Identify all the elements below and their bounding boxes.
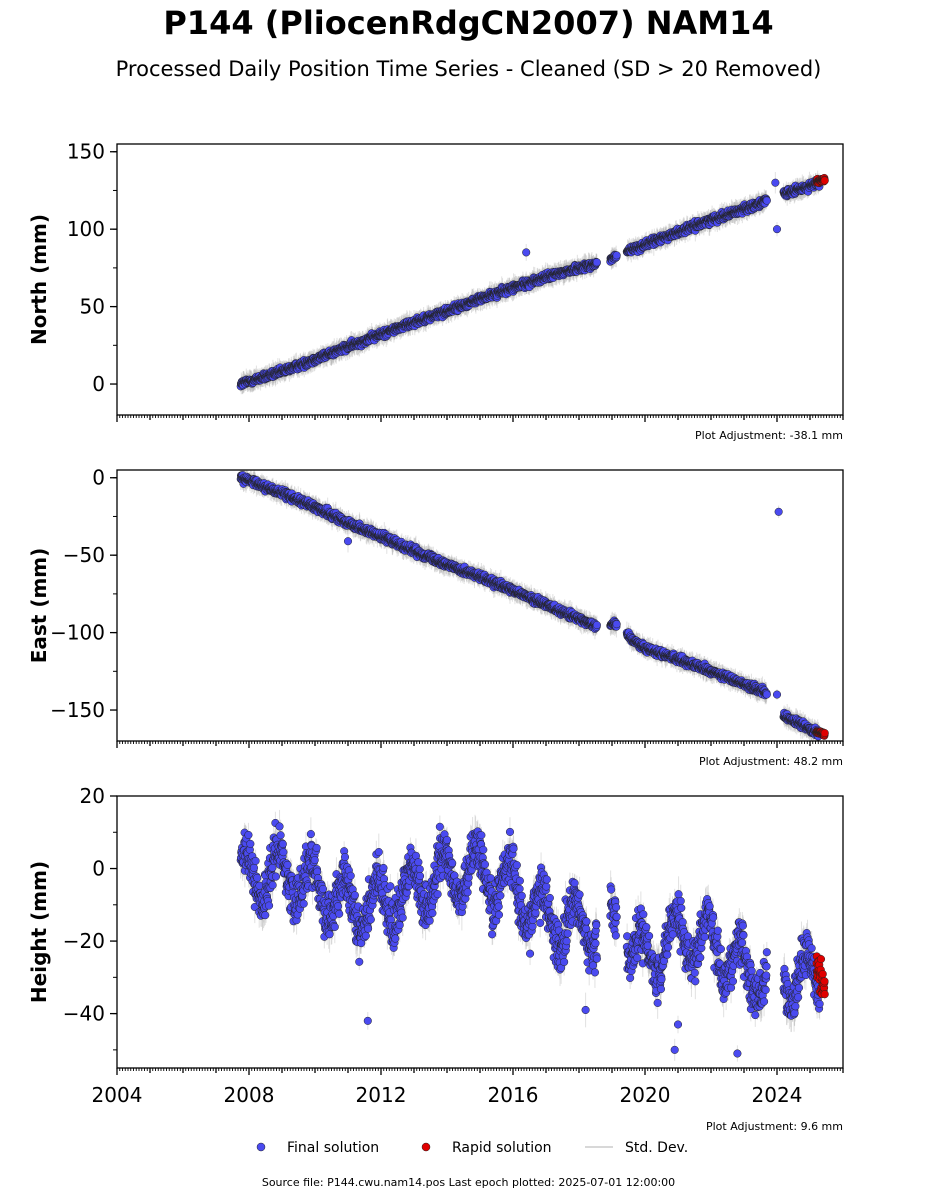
panel-frame — [116, 143, 844, 416]
panel-north: 0 50 100 150 North (mm) Plot Adjustment: -38.… — [27, 140, 844, 442]
final-point — [772, 225, 782, 234]
data-points — [236, 173, 829, 391]
chart-subtitle: Processed Daily Position Time Series - C… — [115, 57, 822, 81]
y-tick-label: 0 — [92, 372, 105, 396]
rapid-point — [820, 176, 829, 185]
y-tick-label: 100 — [67, 217, 105, 241]
final-point — [612, 251, 621, 260]
chart-title: P144 (PliocenRdgCN2007) NAM14 — [163, 4, 774, 42]
final-point — [762, 196, 771, 205]
y-axis-label: North (mm) — [27, 214, 51, 345]
plot-area — [236, 170, 829, 395]
y-tick-label: 50 — [80, 295, 105, 319]
panels: 0 50 100 150 North (mm) Plot Adjustment: -38.… — [27, 140, 844, 1133]
final-point — [592, 258, 601, 267]
y-tick-label: 150 — [67, 140, 105, 164]
final-point — [771, 178, 780, 187]
plot-area — [236, 470, 829, 741]
plot-adjustment: Plot Adjustment: -38.1 mm — [695, 429, 843, 442]
final-point — [522, 248, 531, 257]
